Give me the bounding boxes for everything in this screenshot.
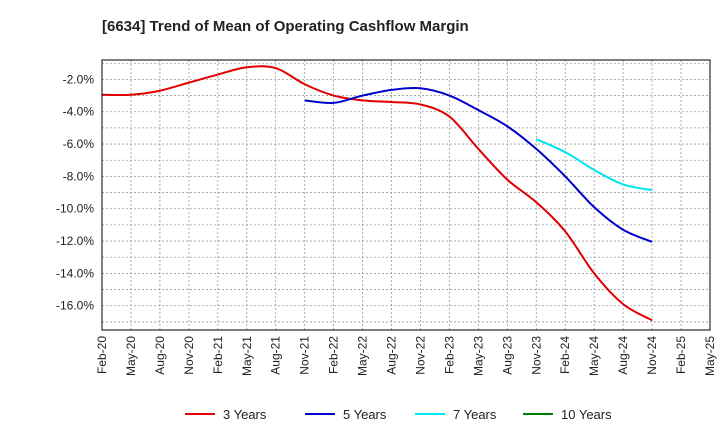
y-tick-label: -8.0% (63, 169, 95, 183)
x-tick-label: Feb-24 (558, 336, 572, 374)
y-axis-ticks: -2.0% -4.0% -6.0% -8.0% -10.0% -12.0% -14.0% -1… (56, 72, 94, 312)
y-tick-label: -16.0% (56, 299, 94, 313)
plot-frame (101, 59, 711, 331)
y-tick-label: -4.0% (63, 105, 95, 119)
y-tick-label: -6.0% (63, 137, 95, 151)
x-tick-label: Feb-20 (95, 336, 109, 374)
x-axis-ticks: Feb-20 May-20 Aug-20 Nov-20 Feb-21 May-21 Aug-… (95, 336, 717, 376)
series-line-7-years (535, 138, 653, 192)
plot-area (102, 60, 710, 330)
x-tick-label: Nov-23 (529, 336, 543, 375)
legend-label: 10 Years (561, 407, 612, 422)
legend-label: 7 Years (453, 407, 497, 422)
x-tick-label: Nov-21 (298, 336, 312, 375)
grid (101, 60, 711, 330)
x-tick-label: Feb-21 (211, 336, 225, 374)
x-tick-label: Nov-24 (645, 336, 659, 375)
x-tick-label: May-23 (471, 336, 485, 376)
x-tick-label: May-20 (124, 336, 138, 376)
y-tick-label: -10.0% (56, 202, 94, 216)
y-tick-label: -12.0% (56, 234, 94, 248)
x-tick-label: Feb-25 (674, 336, 688, 374)
x-tick-label: Aug-23 (500, 336, 514, 375)
series-line-3-years (101, 65, 653, 322)
legend-label: 3 Years (223, 407, 267, 422)
x-tick-label: May-22 (356, 336, 370, 376)
x-tick-label: May-21 (240, 336, 254, 376)
x-tick-label: Aug-24 (616, 336, 630, 375)
series-line-5-years (304, 86, 653, 243)
x-tick-label: May-24 (587, 336, 601, 376)
y-tick-label: -14.0% (56, 266, 94, 280)
x-tick-label: Nov-20 (182, 336, 196, 375)
y-tick-label: -2.0% (63, 72, 95, 86)
x-tick-label: Aug-21 (269, 336, 283, 375)
x-tick-label: Aug-22 (385, 336, 399, 375)
x-tick-label: Feb-22 (327, 336, 341, 374)
chart-title: [6634] Trend of Mean of Operating Cashfl… (102, 18, 469, 35)
legend-label: 5 Years (343, 407, 387, 422)
x-tick-label: Aug-20 (153, 336, 167, 375)
x-tick-label: Nov-22 (413, 336, 427, 375)
legend: 3 Years 5 Years 7 Years 10 Years (185, 407, 612, 422)
x-tick-label: May-25 (703, 336, 717, 376)
x-tick-label: Feb-23 (442, 336, 456, 374)
series-lines (101, 65, 653, 322)
